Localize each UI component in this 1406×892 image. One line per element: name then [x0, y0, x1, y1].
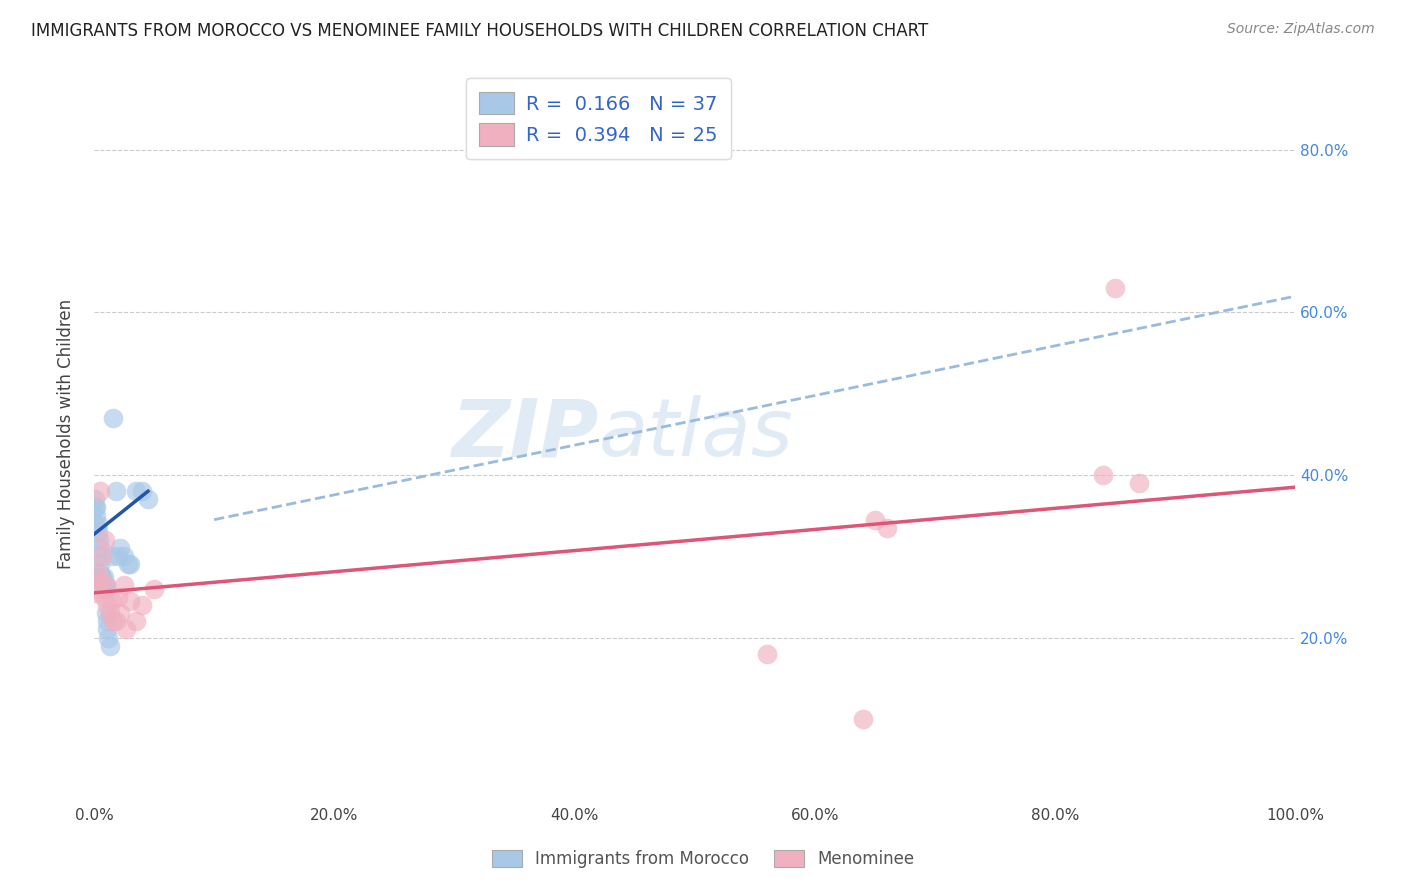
Point [86, 582, 108, 596]
Point [125, 484, 148, 499]
Point [93, 578, 115, 592]
Point [86, 516, 108, 531]
Point [89, 558, 111, 572]
Point [98, 606, 121, 620]
Point [118, 594, 141, 608]
Point [84, 586, 107, 600]
Point [1128, 476, 1150, 491]
Point [89, 541, 111, 556]
Point [87, 549, 110, 564]
Point [1092, 467, 1115, 482]
Point [96, 615, 118, 629]
Legend: R =  0.166   N = 37, R =  0.394   N = 25: R = 0.166 N = 37, R = 0.394 N = 25 [465, 78, 731, 159]
Point [136, 492, 159, 507]
Point [852, 712, 875, 726]
Point [104, 484, 127, 499]
Point [131, 484, 153, 499]
Point [86, 508, 108, 523]
Point [97, 631, 120, 645]
Point [863, 513, 886, 527]
Point [110, 541, 132, 556]
Point [1104, 281, 1126, 295]
Point [93, 533, 115, 547]
Point [101, 549, 124, 564]
Text: IMMIGRANTS FROM MOROCCO VS MENOMINEE FAMILY HOUSEHOLDS WITH CHILDREN CORRELATION: IMMIGRANTS FROM MOROCCO VS MENOMINEE FAM… [31, 22, 928, 40]
Point [93, 590, 115, 604]
Point [96, 623, 118, 637]
Point [87, 533, 110, 547]
Point [86, 500, 108, 515]
Point [89, 566, 111, 580]
Point [112, 578, 135, 592]
Point [89, 484, 111, 499]
Point [107, 590, 129, 604]
Point [125, 615, 148, 629]
Point [91, 578, 114, 592]
Point [94, 578, 117, 592]
Point [94, 578, 117, 592]
Point [90, 574, 112, 588]
Point [110, 606, 132, 620]
Point [101, 594, 124, 608]
Legend: Immigrants from Morocco, Menominee: Immigrants from Morocco, Menominee [485, 843, 921, 875]
Point [84, 492, 107, 507]
Point [115, 623, 138, 637]
Point [104, 615, 127, 629]
Point [86, 566, 108, 580]
Point [98, 639, 121, 653]
Point [83, 516, 105, 531]
Point [91, 569, 114, 583]
Point [131, 598, 153, 612]
Point [93, 578, 115, 592]
Point [84, 500, 107, 515]
Point [118, 558, 141, 572]
Point [91, 549, 114, 564]
Point [107, 549, 129, 564]
Point [90, 574, 112, 588]
Point [876, 521, 898, 535]
Text: atlas: atlas [599, 395, 793, 474]
Point [90, 569, 112, 583]
Point [112, 549, 135, 564]
Point [117, 558, 139, 572]
Y-axis label: Family Households with Children: Family Households with Children [58, 300, 75, 569]
Point [143, 582, 166, 596]
Point [86, 524, 108, 539]
Point [93, 569, 115, 583]
Point [101, 411, 124, 425]
Text: ZIP: ZIP [451, 395, 599, 474]
Text: Source: ZipAtlas.com: Source: ZipAtlas.com [1227, 22, 1375, 37]
Point [755, 647, 778, 661]
Point [94, 606, 117, 620]
Point [96, 598, 118, 612]
Point [93, 582, 115, 596]
Point [101, 615, 124, 629]
